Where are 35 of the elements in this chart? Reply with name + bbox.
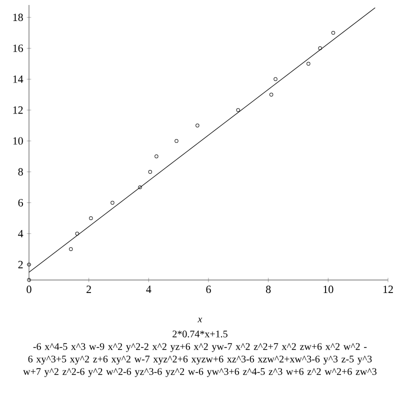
x-tick-label: 10 (324, 286, 334, 294)
x-tick-label: 0 (26, 286, 32, 294)
y-tick-label: 14 (13, 76, 24, 83)
y-tick-label: 10 (13, 137, 23, 145)
point (110, 200, 114, 205)
point (196, 124, 200, 128)
x-tick-label: 12 (383, 286, 393, 293)
y-tick-label: 12 (13, 106, 23, 114)
y-tick-label: 18 (13, 14, 23, 22)
text: 2*0.74*x+1.5 (172, 330, 228, 338)
y-tick-label: 16 (13, 44, 24, 52)
x-axis-title: x (198, 318, 202, 322)
y-tick-label: 6 (18, 199, 24, 206)
y-tick-label: 8 (18, 168, 23, 176)
point (148, 170, 152, 174)
x-tick-label: 6 (206, 286, 211, 294)
point (69, 247, 73, 251)
y-tick-label: 2 (18, 260, 23, 268)
point (89, 216, 93, 220)
point (138, 185, 142, 190)
x-tick-label: 4 (146, 286, 152, 293)
point (27, 262, 31, 266)
point (269, 92, 274, 96)
y-tick-label: 4 (18, 230, 24, 238)
text: -6 x^4-5 x^3 w-9 x^2 y^2-2 x^2 yz+6 x^2 yw-7 x^2 z^2+7 x^2 zw+6 x^2 w^2 -6 xy^3+5 xy^2 z+6 xy^2 w-7 xyz^2+6 xyzw+6 xz^3-6 xzw^2+xw^3-6 y^3 z-5 y^3 w+7 y^2 z^2-6 y^2 w^2-6 yz^3-6 yz^2 w-6 yw^3+6 z^4-5 z^3 w+6 z^2 w^2+6 zw^3 (23, 343, 376, 377)
point (331, 30, 336, 35)
x-tick-label: 8 (266, 286, 271, 294)
point (75, 232, 80, 236)
point (154, 154, 158, 158)
point (306, 62, 310, 66)
point (274, 77, 278, 82)
point (236, 108, 240, 112)
point (174, 139, 178, 143)
point (318, 46, 322, 50)
x-tick-label: 2 (86, 286, 91, 293)
